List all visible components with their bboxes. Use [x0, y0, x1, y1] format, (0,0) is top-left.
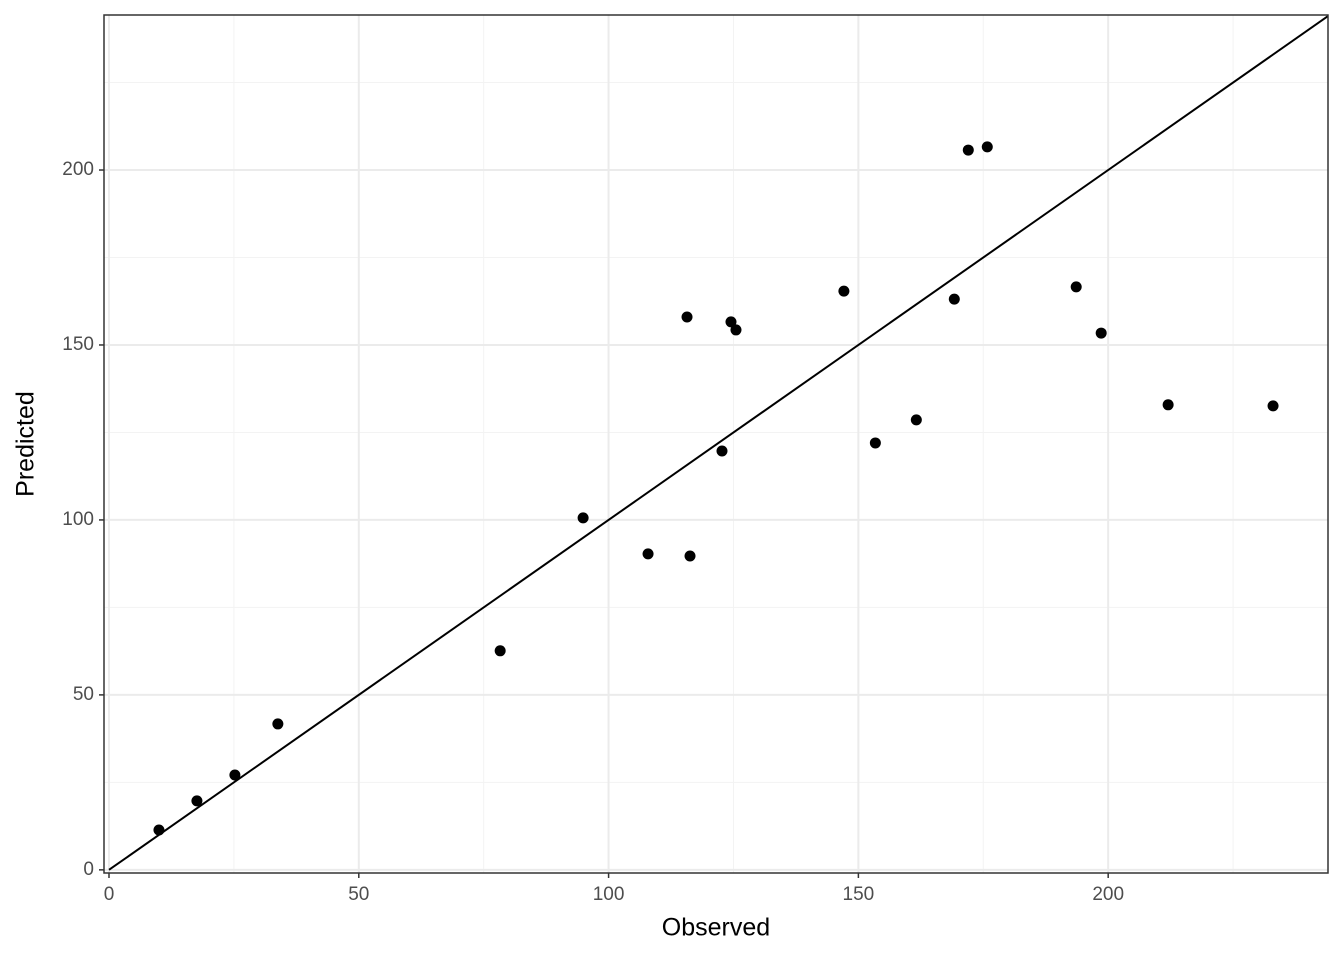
point — [1162, 399, 1174, 411]
y-tick-label: 100 — [62, 509, 94, 530]
y-tick-label: 0 — [83, 859, 94, 880]
point — [948, 293, 960, 305]
point — [725, 316, 737, 328]
point — [730, 324, 742, 336]
point — [869, 437, 881, 449]
point — [981, 141, 993, 153]
x-tick-label: 150 — [843, 884, 875, 905]
point — [684, 550, 696, 562]
point — [153, 824, 165, 836]
identity-line — [108, 15, 1329, 871]
point — [494, 645, 506, 657]
point — [1095, 327, 1107, 339]
x-axis-title: Observed — [662, 914, 770, 942]
point — [1070, 281, 1082, 293]
point — [910, 414, 922, 426]
point — [716, 445, 728, 457]
y-tick-label: 200 — [62, 159, 94, 180]
point — [272, 718, 284, 730]
x-tick-label: 100 — [593, 884, 625, 905]
y-tick-label: 50 — [73, 684, 94, 705]
point — [838, 285, 850, 297]
x-tick-label: 200 — [1092, 884, 1124, 905]
point — [191, 795, 203, 807]
y-tick-label: 150 — [62, 334, 94, 355]
point — [229, 769, 241, 781]
x-tick-label: 0 — [104, 884, 115, 905]
point — [577, 512, 589, 524]
x-tick-label: 50 — [348, 884, 369, 905]
point — [962, 144, 974, 156]
panel-border — [103, 14, 1329, 874]
y-axis-title: Predicted — [12, 391, 40, 497]
point — [681, 311, 693, 323]
point — [1267, 400, 1279, 412]
point — [642, 548, 654, 560]
